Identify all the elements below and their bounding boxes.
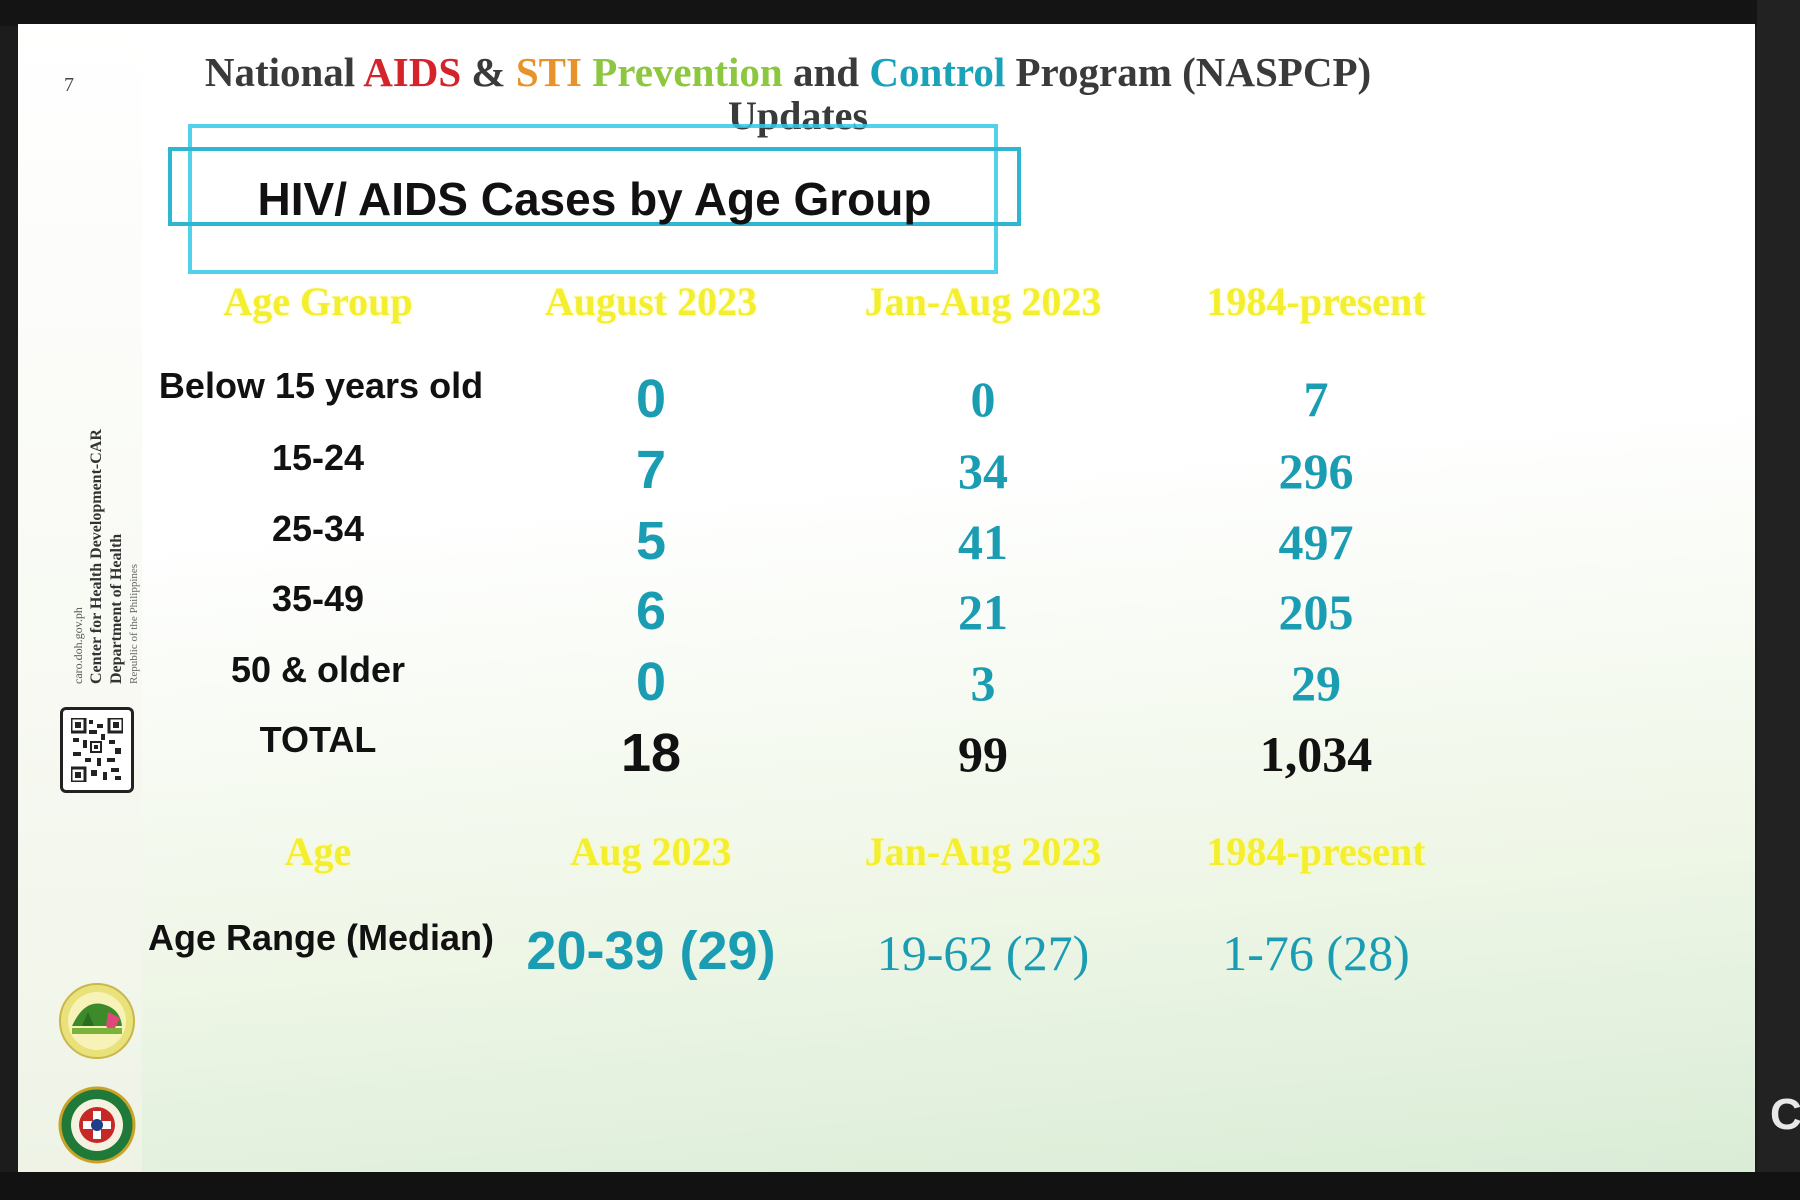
dept-line-website: caro.doh.gov.ph <box>71 607 85 684</box>
screen-edge-right <box>1757 0 1800 1200</box>
program-title-part: Control <box>869 49 1006 95</box>
screen-edge-bottom <box>0 1172 1800 1200</box>
slide-content-area <box>142 24 1755 1172</box>
jan-aug-value: 0 <box>970 371 996 427</box>
jan-aug-value: 34 <box>958 443 1008 499</box>
section-title: HIV/ AIDS Cases by Age Group <box>257 173 932 225</box>
col-header-jan-aug-2023-age: Jan-Aug 2023 <box>864 829 1102 874</box>
jan-aug-value: 21 <box>958 584 1008 640</box>
doh-seal-logo <box>58 1086 136 1164</box>
program-title-part: Prevention <box>581 49 783 95</box>
program-title-part: Program (NASPCP) <box>1005 49 1372 95</box>
program-title-part: & <box>461 49 516 95</box>
present-value: 497 <box>1278 514 1354 570</box>
section-title-box-decoration <box>188 124 998 274</box>
col-header-1984-present: 1984-present <box>1206 279 1426 324</box>
row-label: Below 15 years old <box>158 365 484 406</box>
program-title-part: National <box>204 49 364 95</box>
total-jan-aug-value: 99 <box>958 726 1008 782</box>
present-value: 7 <box>1303 371 1329 427</box>
slide-sidebar <box>18 24 142 1172</box>
total-august-value: 18 <box>620 723 682 783</box>
august-value: 0 <box>635 369 667 429</box>
program-title-part: AIDS <box>363 49 462 95</box>
section-title-box <box>168 147 1021 226</box>
jan-aug-value: 3 <box>970 655 996 711</box>
present-value: 205 <box>1278 584 1354 640</box>
col-header-aug-2023: Aug 2023 <box>570 829 732 874</box>
age-range-label: Age Range (Median) <box>147 917 495 958</box>
col-header-1984-present-age: 1984-present <box>1206 829 1426 874</box>
row-label: 50 & older <box>230 649 406 690</box>
present-value: 29 <box>1291 655 1341 711</box>
total-label: TOTAL <box>259 719 377 760</box>
screen-edge-text: C <box>1770 1090 1800 1139</box>
col-header-august-2023: August 2023 <box>544 279 758 324</box>
environment-seal-logo <box>58 982 136 1060</box>
qr-code-icon <box>60 707 134 793</box>
august-value: 0 <box>635 652 667 712</box>
row-label: 25-34 <box>271 508 365 549</box>
age-range-present-value: 1-76 (28) <box>1222 925 1410 981</box>
col-header-age-group: Age Group <box>223 279 413 324</box>
program-subtitle: Updates <box>727 93 869 138</box>
august-value: 6 <box>635 581 667 641</box>
age-range-jan-aug-value: 19-62 (27) <box>876 925 1090 981</box>
program-title: National AIDS & STI Prevention and Contr… <box>178 48 1398 97</box>
col-header-jan-aug-2023: Jan-Aug 2023 <box>864 279 1102 324</box>
august-value: 5 <box>635 511 667 571</box>
august-value: 7 <box>635 440 667 500</box>
row-label: 35-49 <box>271 578 365 619</box>
slide-number: 7 <box>64 74 74 96</box>
col-header-age: Age <box>284 829 352 874</box>
program-title-part: STI <box>515 49 582 95</box>
total-present-value: 1,034 <box>1259 726 1373 782</box>
screen-edge-top <box>0 0 1800 26</box>
presentation-slide: 7 Republic of the Philippines Department… <box>18 24 1755 1172</box>
present-value: 296 <box>1278 443 1354 499</box>
jan-aug-value: 41 <box>958 514 1008 570</box>
row-label: 15-24 <box>271 437 365 478</box>
program-title-part: and <box>782 49 870 95</box>
age-range-august-value: 20-39 (29) <box>526 921 776 981</box>
